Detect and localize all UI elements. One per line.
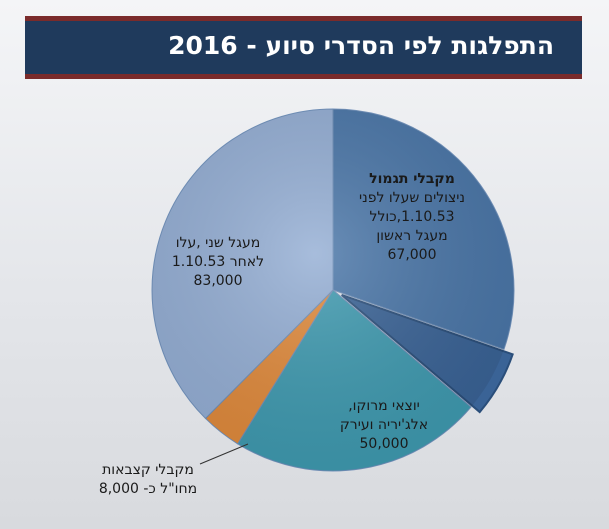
slice-label-abroad: מקבלי קצבאות מחו"ל כ- 8,000 bbox=[99, 462, 197, 497]
slice-label-line: ניצולים שעלו לפני bbox=[359, 190, 465, 206]
slice-label-line: מעגל ראשון bbox=[376, 228, 447, 244]
slice-label-recipients: מקבלי תגמול ניצולים שעלו לפני 1.10.53,כולל… bbox=[359, 171, 465, 263]
slice-label-line: מעגל שני ,עלו bbox=[176, 235, 261, 251]
slice-label-line: 1.10.53,כולל bbox=[369, 209, 454, 225]
slice-label-line: לאחר 1.10.53 bbox=[172, 254, 264, 270]
title-bar: התפלגות לפי הסדרי סיוע - 2016 bbox=[25, 16, 582, 79]
slice-label-line: 67,000 bbox=[388, 247, 437, 263]
slice-label-line: אלג'יריה ועירק bbox=[340, 417, 428, 433]
abroad-leader-line bbox=[199, 443, 249, 465]
slice-label-line: 50,000 bbox=[360, 436, 409, 452]
slice-label-line: מקבלי תגמול bbox=[369, 171, 455, 187]
slice-label-line: יוצאי מרוקו, bbox=[348, 398, 420, 414]
slice-label-second: מעגל שני ,עלו לאחר 1.10.53 83,000 bbox=[172, 235, 264, 289]
slice-label-line: מקבלי קצבאות bbox=[102, 462, 194, 478]
slice-label-line: 83,000 bbox=[194, 273, 243, 289]
slice-label-line: מחו"ל כ- 8,000 bbox=[99, 481, 197, 497]
chart-title: התפלגות לפי הסדרי סיוע - 2016 bbox=[168, 31, 554, 60]
slice-label-morocco: יוצאי מרוקו, אלג'יריה ועירק 50,000 bbox=[340, 398, 428, 452]
